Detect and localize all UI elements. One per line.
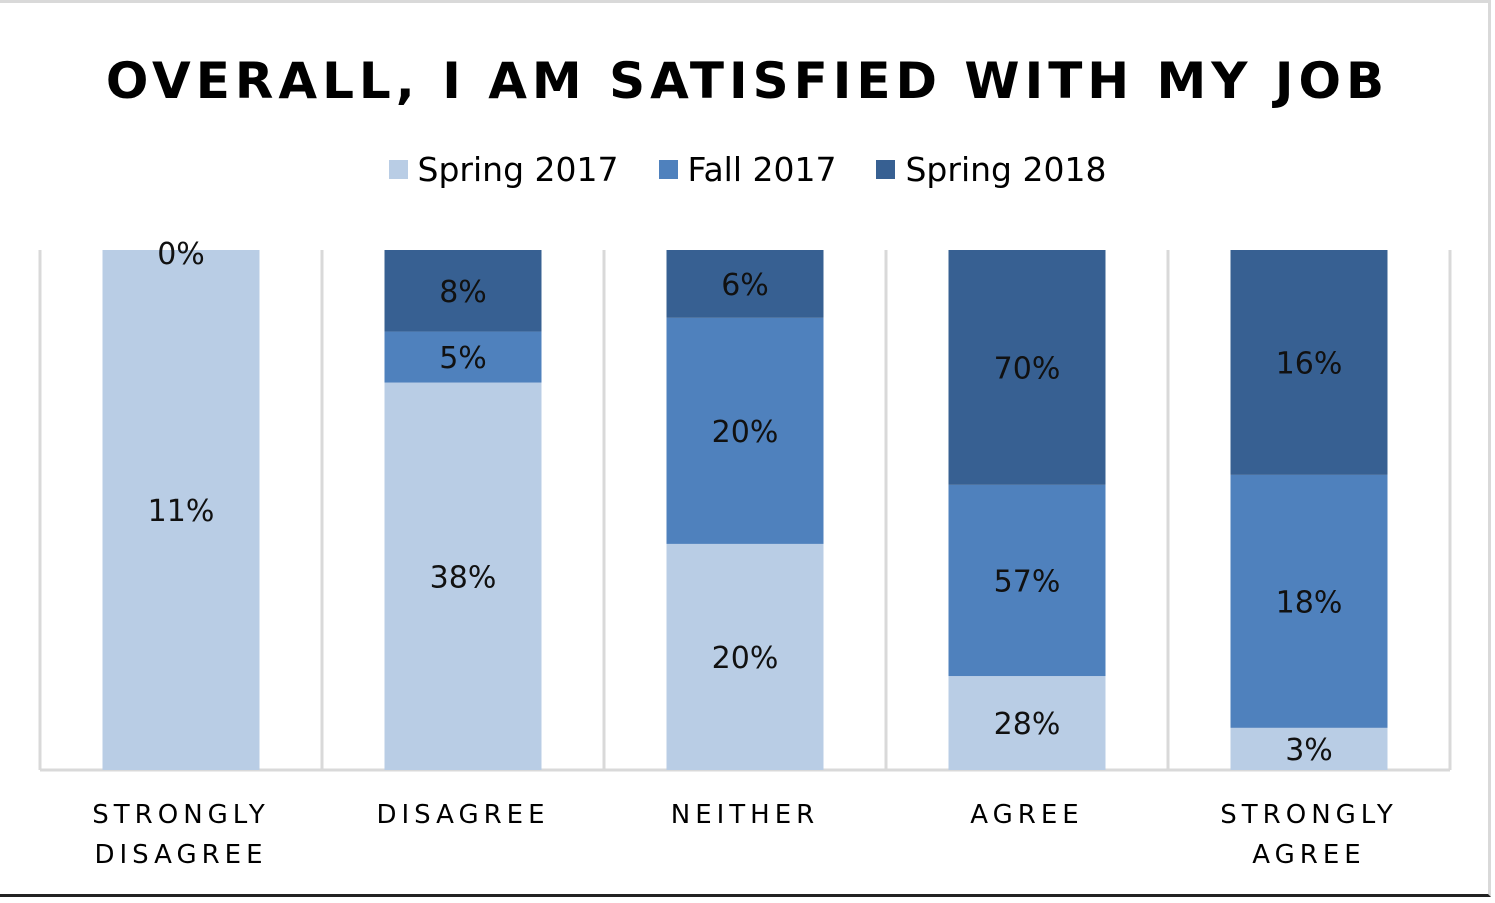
legend-item-spring-2017: Spring 2017 bbox=[388, 150, 619, 189]
bar-segment bbox=[1230, 250, 1388, 475]
chart-title: OVERALL, I AM SATISFIED WITH MY JOB bbox=[105, 52, 1390, 110]
bar-segment bbox=[384, 331, 542, 383]
bar-segment bbox=[666, 543, 824, 770]
data-label: 11% bbox=[148, 494, 215, 529]
category-label: STRONGLY bbox=[92, 800, 269, 830]
bar-segment bbox=[666, 250, 824, 318]
data-label: 20% bbox=[712, 415, 779, 450]
bar-segment bbox=[948, 484, 1106, 677]
bar-segment bbox=[666, 317, 824, 544]
legend-swatch-spring-2018 bbox=[876, 160, 896, 179]
data-label: 57% bbox=[994, 564, 1061, 599]
data-label: 38% bbox=[430, 560, 497, 595]
legend-swatch-fall-2017 bbox=[658, 160, 678, 179]
bar-segment bbox=[1230, 474, 1388, 728]
data-label: 5% bbox=[439, 341, 487, 376]
data-label: 70% bbox=[994, 351, 1061, 386]
data-label: 6% bbox=[721, 268, 769, 303]
legend-item-fall-2017: Fall 2017 bbox=[658, 150, 837, 189]
category-label: DISAGREE bbox=[94, 840, 267, 870]
legend-item-spring-2018: Spring 2018 bbox=[876, 150, 1106, 189]
bar-segment bbox=[384, 382, 542, 770]
data-label: 18% bbox=[1276, 585, 1343, 620]
category-label: DISAGREE bbox=[376, 800, 549, 830]
data-label: 20% bbox=[712, 641, 779, 676]
data-label: 3% bbox=[1285, 733, 1333, 768]
category-label: AGREE bbox=[1252, 840, 1365, 870]
legend-swatch-spring-2017 bbox=[388, 160, 408, 179]
category-label: STRONGLY bbox=[1220, 800, 1397, 830]
data-label: 28% bbox=[994, 707, 1061, 742]
data-label: 16% bbox=[1276, 346, 1343, 381]
bar-segment bbox=[948, 250, 1106, 485]
category-label: NEITHER bbox=[671, 800, 819, 830]
bar-segment bbox=[102, 250, 260, 770]
data-label: 8% bbox=[439, 275, 487, 310]
legend-label-spring-2018: Spring 2018 bbox=[905, 150, 1107, 189]
bar-segment bbox=[1230, 727, 1388, 770]
legend: Spring 2017 Fall 2017 Spring 2018 bbox=[0, 150, 1495, 189]
legend-label-fall-2017: Fall 2017 bbox=[687, 150, 837, 189]
bar-segment bbox=[948, 676, 1106, 770]
category-label: AGREE bbox=[970, 800, 1083, 830]
bar-segment bbox=[384, 250, 542, 332]
legend-label-spring-2017: Spring 2017 bbox=[417, 150, 619, 189]
data-label: 0% bbox=[157, 237, 205, 272]
